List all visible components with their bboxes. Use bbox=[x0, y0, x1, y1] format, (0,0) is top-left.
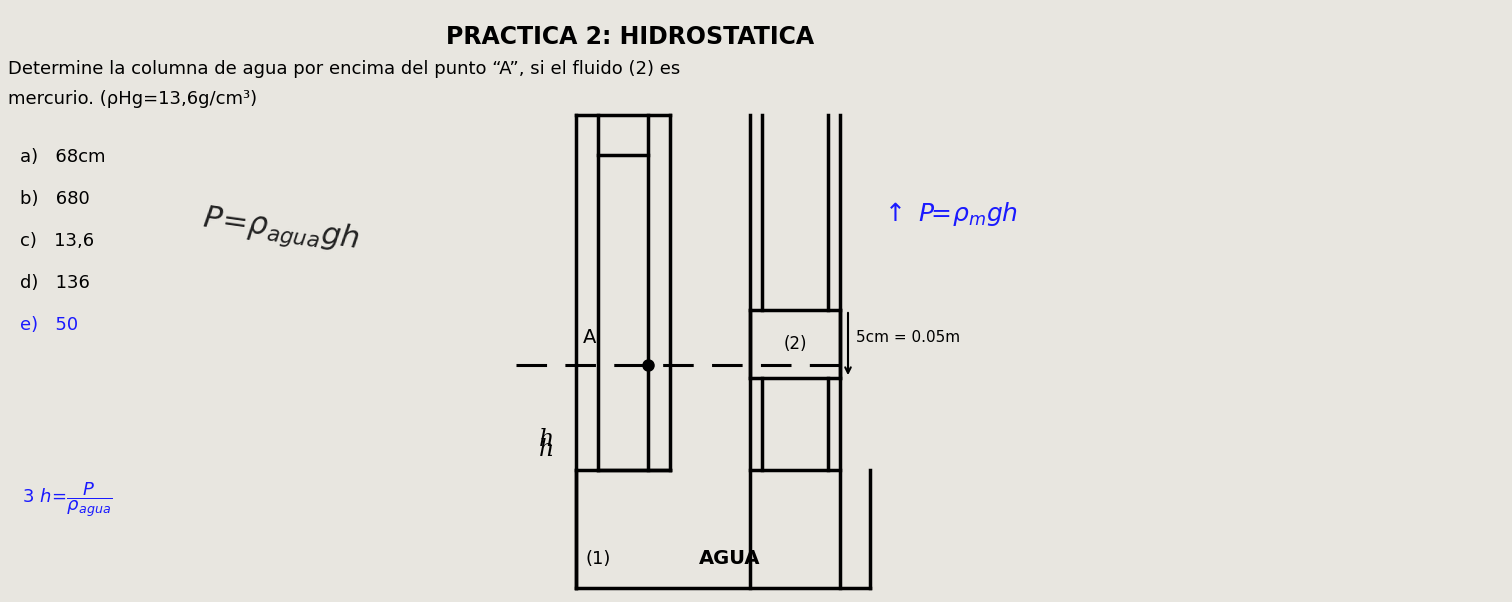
Text: A: A bbox=[584, 328, 597, 347]
Text: Determine la columna de agua por encima del punto “A”, si el fluido (2) es: Determine la columna de agua por encima … bbox=[8, 60, 680, 78]
Text: b)   680: b) 680 bbox=[20, 190, 89, 208]
Text: mercurio. (ρHg=13,6g/cm³): mercurio. (ρHg=13,6g/cm³) bbox=[8, 90, 257, 108]
Text: e)   50: e) 50 bbox=[20, 316, 79, 334]
Text: c)   13,6: c) 13,6 bbox=[20, 232, 94, 250]
Text: d)   136: d) 136 bbox=[20, 274, 89, 292]
Text: h: h bbox=[538, 429, 553, 452]
Text: h: h bbox=[538, 438, 553, 462]
Text: (1): (1) bbox=[585, 550, 611, 568]
Text: (2): (2) bbox=[783, 335, 807, 353]
Text: 5cm = 0.05m: 5cm = 0.05m bbox=[856, 330, 960, 346]
Text: $\uparrow\ P\!\!=\!\rho_m gh$: $\uparrow\ P\!\!=\!\rho_m gh$ bbox=[880, 200, 1018, 228]
Text: AGUA: AGUA bbox=[699, 549, 761, 568]
Text: PRACTICA 2: HIDROSTATICA: PRACTICA 2: HIDROSTATICA bbox=[446, 25, 813, 49]
Text: a)   68cm: a) 68cm bbox=[20, 148, 106, 166]
Text: $P\!=\!\rho_{agua}gh$: $P\!=\!\rho_{agua}gh$ bbox=[200, 201, 361, 259]
Text: $3\ h\!=\!\dfrac{P}{\rho_{agua}}$: $3\ h\!=\!\dfrac{P}{\rho_{agua}}$ bbox=[23, 480, 112, 519]
